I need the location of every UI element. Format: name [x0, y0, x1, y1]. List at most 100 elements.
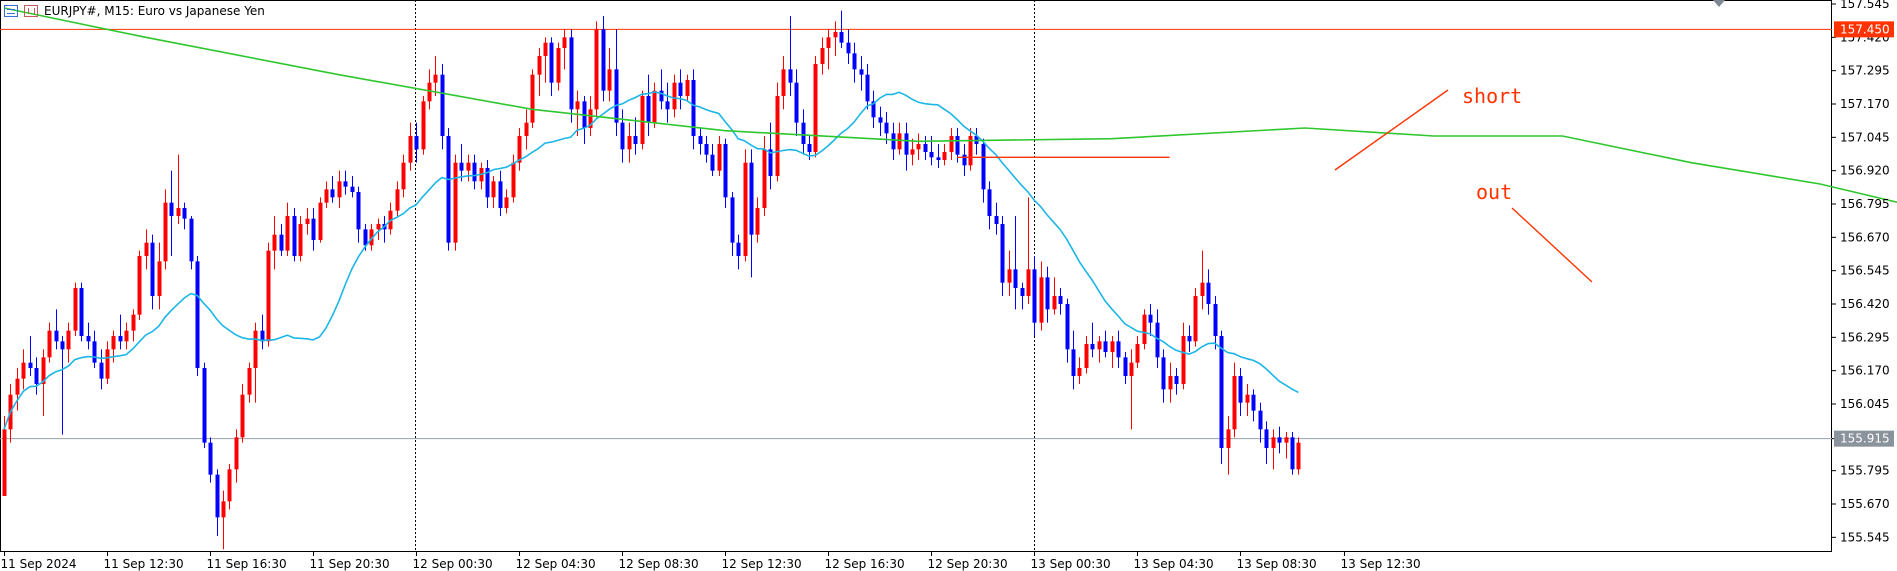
plot-frame	[0, 0, 1832, 552]
candle-body	[1090, 344, 1095, 350]
candle-body	[743, 162, 748, 256]
candle-body	[485, 168, 490, 198]
candle-body	[594, 29, 599, 110]
candle-body	[350, 186, 355, 192]
candle-body	[1129, 362, 1134, 376]
candle-body	[1077, 368, 1082, 376]
candle-body	[54, 330, 59, 342]
candle-body	[414, 136, 419, 150]
y-tick-label: 155.795	[1840, 464, 1890, 478]
candle-body	[124, 330, 129, 342]
candle-body	[1181, 336, 1186, 384]
candle-body	[118, 336, 123, 342]
candle-body	[627, 136, 632, 150]
candle-body	[150, 242, 155, 296]
indicator-icon[interactable]	[24, 5, 38, 17]
x-tick-label: 13 Sep 12:30	[1341, 557, 1421, 571]
y-tick-label: 156.045	[1840, 397, 1890, 411]
candle-body	[987, 189, 992, 216]
candle-body	[1013, 269, 1018, 288]
candle-body	[543, 42, 548, 56]
candle-body	[1193, 296, 1198, 342]
candle-body	[105, 349, 110, 379]
dropdown-arrow-icon[interactable]	[1713, 0, 1725, 7]
candle-body	[491, 181, 496, 198]
x-tick-label: 13 Sep 08:30	[1237, 557, 1317, 571]
candle-body	[376, 224, 381, 230]
candle-body	[176, 208, 181, 216]
candle-body	[1251, 394, 1256, 411]
fast-moving-average-line	[3, 91, 1299, 430]
candle-body	[575, 101, 580, 110]
candle-body	[1045, 277, 1050, 310]
candle-body	[195, 261, 200, 368]
candle-body	[446, 136, 451, 243]
candle-body	[640, 96, 645, 144]
candle-body	[678, 82, 683, 96]
candle-body	[852, 53, 857, 70]
candle-body	[556, 48, 561, 83]
candle-body	[440, 74, 445, 136]
candle-body	[421, 101, 426, 150]
candle-body	[324, 189, 329, 203]
candle-body	[131, 314, 136, 331]
candle-body	[427, 82, 432, 102]
candle-body	[401, 162, 406, 190]
candle-body	[163, 202, 168, 262]
candle-body	[865, 74, 870, 102]
candle-body	[137, 256, 142, 315]
slow-moving-average-line	[3, 7, 1897, 204]
top-price-label-box	[1834, 21, 1894, 38]
candle-body	[891, 133, 896, 150]
candle-body	[1219, 336, 1224, 448]
candle-body	[923, 144, 928, 152]
y-tick-label: 157.045	[1840, 130, 1890, 144]
x-tick-label: 12 Sep 20:30	[928, 557, 1008, 571]
candle-body	[781, 69, 786, 96]
candle-body	[47, 330, 52, 358]
candle-body	[652, 90, 657, 123]
candle-body	[66, 330, 71, 350]
candle-body	[1039, 277, 1044, 323]
candle-body	[1245, 394, 1250, 403]
candle-body	[15, 378, 20, 395]
chart-grid-icon[interactable]	[4, 5, 18, 17]
candle-body	[504, 197, 509, 208]
candle-body	[86, 336, 91, 342]
candle-body	[292, 216, 297, 256]
candle-body	[962, 154, 967, 166]
candle-body	[1110, 341, 1115, 352]
candle-body	[305, 218, 310, 224]
candle-body	[272, 234, 277, 251]
candle-body	[717, 144, 722, 171]
candle-body	[1084, 344, 1089, 368]
candle-body	[788, 69, 793, 83]
candle-body	[537, 56, 542, 75]
candle-body	[73, 288, 78, 331]
candle-body	[111, 336, 116, 350]
candle-body	[1187, 336, 1192, 342]
candle-body	[1200, 282, 1205, 296]
candle-body	[730, 197, 735, 243]
chart-title-bar: EURJPY#, M15: Euro vs Japanese Yen	[4, 4, 265, 18]
candle-body	[755, 208, 760, 235]
candle-body	[253, 330, 258, 368]
candle-body	[318, 202, 323, 240]
candle-body	[665, 101, 670, 110]
candle-body	[1258, 410, 1263, 430]
candle-body	[897, 133, 902, 150]
x-tick-label: 11 Sep 12:30	[104, 557, 184, 571]
candle-body	[2, 429, 7, 496]
candle-body	[1123, 357, 1128, 376]
candle-body	[453, 162, 458, 243]
candle-body	[691, 80, 696, 136]
top-price-label: 157.450	[1840, 22, 1890, 36]
y-tick-label: 155.545	[1840, 530, 1890, 544]
candle-body	[601, 29, 606, 91]
candle-body	[1052, 296, 1057, 310]
candle-body	[646, 96, 651, 123]
candle-body	[878, 117, 883, 123]
x-tick-label: 12 Sep 12:30	[722, 557, 802, 571]
candle-body	[498, 181, 503, 208]
